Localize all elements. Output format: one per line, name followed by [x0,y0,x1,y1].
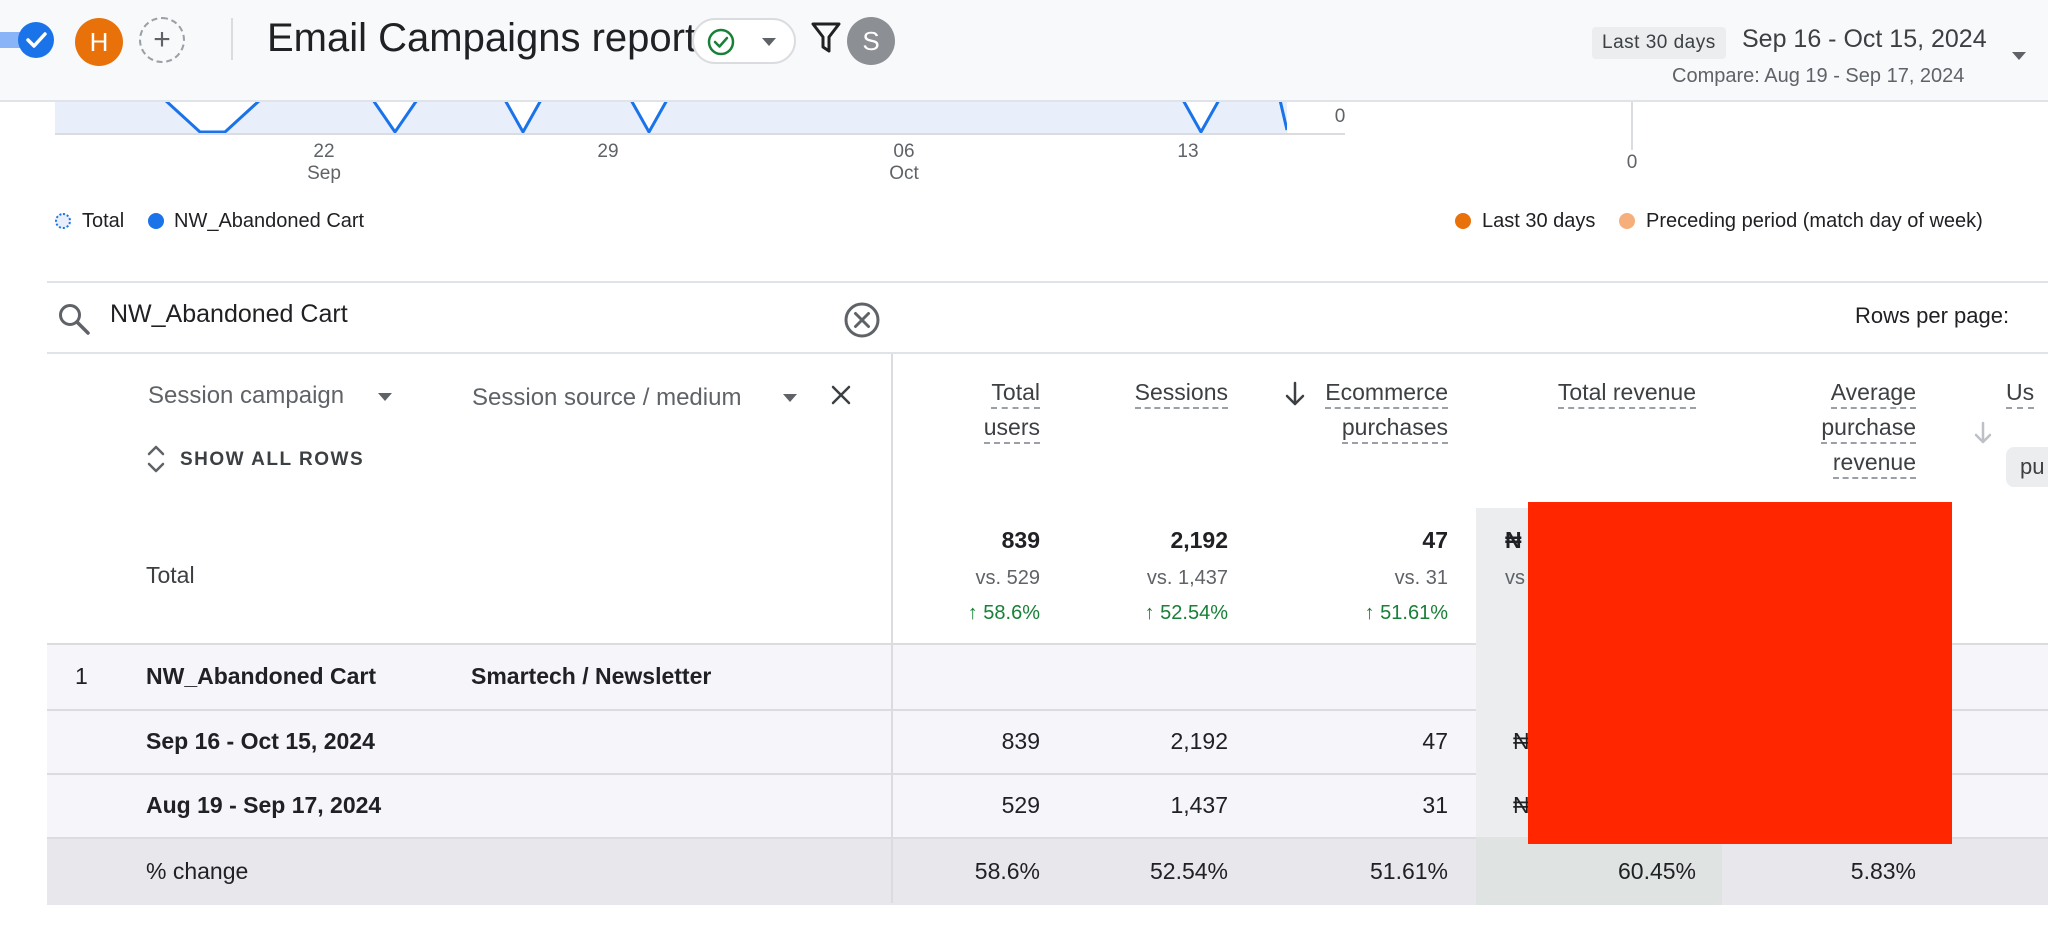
event-filter-chip[interactable]: pu [2006,447,2048,487]
total-purchases-compare: vs. 31 [1394,567,1448,589]
period-current-revenue-currency: ₦ [1513,728,1530,754]
dimension-header-source[interactable]: Session source / medium [472,384,742,411]
row-campaign[interactable]: NW_Abandoned Cart [146,663,376,689]
period-current-sessions: 2,192 [1170,728,1228,754]
legend-series-marker [148,213,164,229]
divider [47,281,2048,283]
search-icon [59,304,90,335]
legend-total-marker [55,213,71,229]
period-previous-purchases: 31 [1422,792,1448,818]
dimension-header-campaign[interactable]: Session campaign [148,382,345,409]
change-label: % change [146,858,249,884]
series-line-dip-1 [163,100,262,134]
total-users-compare: vs. 529 [975,567,1040,589]
total-purchases-change: ↑ 51.61% [1364,602,1448,624]
sort-arrow-down-icon[interactable] [1972,420,1994,446]
date-range-preset[interactable]: Last 30 days [1592,27,1726,59]
show-all-rows-button[interactable]: SHOW ALL ROWS [180,449,365,470]
column-divider [891,354,893,903]
filter-icon[interactable] [810,20,842,56]
chevron-down-icon[interactable] [378,393,392,401]
total-sessions-change: ↑ 52.54% [1144,602,1228,624]
side-chart-axis [1631,100,1633,150]
sort-descending-icon[interactable] [1283,380,1307,408]
expand-collapse-icon[interactable] [146,444,166,474]
period-previous-label: Aug 19 - Sep 17, 2024 [146,792,382,818]
period-current-purchases: 47 [1422,728,1448,754]
metric-header-average-purchase-revenue[interactable]: Average purchase revenue [1760,375,1916,480]
total-revenue-currency: ₦ [1505,527,1522,553]
x-tick-label: 13 [1177,141,1199,162]
legend-series[interactable]: NW_Abandoned Cart [174,210,365,232]
series-line-dip-4 [629,100,669,136]
header-divider [231,18,233,60]
check-circle-icon [18,22,54,58]
series-line-dip-3 [503,100,543,136]
chevron-down-icon[interactable] [783,394,797,402]
compare-range[interactable]: Compare: Aug 19 - Sep 17, 2024 [1672,65,1965,87]
rows-per-page-label: Rows per page: [1855,303,2010,328]
x-tick-label: 29 [597,141,619,162]
total-revenue-compare: vs [1505,567,1525,589]
metric-header-total-users[interactable]: Total users [900,375,1040,445]
metric-header-sessions[interactable]: Sessions [1070,375,1228,410]
series-line-dip-2 [371,100,419,135]
total-sessions-compare: vs. 1,437 [1146,567,1228,589]
table-row-change [47,837,2048,905]
clear-search-icon[interactable] [843,301,881,339]
total-users-value: 839 [1001,527,1040,553]
date-range[interactable]: Sep 16 - Oct 15, 2024 [1742,25,1987,53]
legend-total[interactable]: Total [82,210,125,232]
chart-area-fill [55,100,1345,134]
divider [47,352,2048,354]
totals-label: Total [146,562,195,588]
report-header: H + Email Campaigns report S Last 30 day… [0,0,2048,102]
user-avatar[interactable]: H [75,18,123,66]
chart-plot-area [55,100,1345,136]
metric-header-ecommerce-purchases[interactable]: Ecommerce purchases [1300,375,1448,445]
legend-current-period[interactable]: Last 30 days [1482,210,1596,232]
shared-user-avatar[interactable]: S [847,17,895,65]
period-previous-users: 529 [1001,792,1040,818]
y-tick-label: 0 [1334,106,1346,127]
change-avg-revenue: 5.83% [1850,858,1916,884]
row-source-medium[interactable]: Smartech / Newsletter [471,663,712,689]
side-y-tick-label: 0 [1626,152,1638,173]
change-sessions: 52.54% [1149,858,1228,884]
legend-previous-period[interactable]: Preceding period (match day of week) [1646,210,1983,232]
total-purchases-value: 47 [1422,527,1448,553]
period-current-label: Sep 16 - Oct 15, 2024 [146,728,375,754]
period-previous-sessions: 1,437 [1170,792,1228,818]
x-tick-label: 06 Oct [889,141,919,184]
selected-check-badge[interactable] [0,18,54,62]
legend-current-marker [1455,213,1471,229]
search-input[interactable]: NW_Abandoned Cart [110,300,348,328]
change-users: 58.6% [974,858,1040,884]
total-users-change: ↑ 58.6% [967,602,1040,624]
redaction-overlay [1528,502,1952,844]
period-previous-revenue-currency: ₦ [1513,792,1530,818]
row-index: 1 [75,663,88,689]
change-revenue: 60.45% [1617,858,1696,884]
report-status-dropdown[interactable] [692,18,796,64]
add-comparison-button[interactable]: + [139,17,185,63]
page-title: Email Campaigns report [267,16,697,60]
sorted-column-change-cell [1476,837,1722,905]
remove-dimension-icon[interactable] [830,384,852,406]
total-sessions-value: 2,192 [1170,527,1228,553]
chevron-down-icon [762,38,776,46]
legend-previous-marker [1619,213,1635,229]
change-purchases: 51.61% [1369,858,1448,884]
series-line-end [1278,100,1289,131]
series-line-dip-5 [1181,100,1221,136]
period-current-users: 839 [1001,728,1040,754]
metric-header-total-revenue[interactable]: Total revenue [1520,375,1696,410]
x-tick-label: 22 Sep [307,141,341,184]
metric-header-partial[interactable]: Us [2006,375,2048,410]
date-range-chevron-down-icon[interactable] [2012,52,2026,60]
check-circle-icon [707,28,735,56]
